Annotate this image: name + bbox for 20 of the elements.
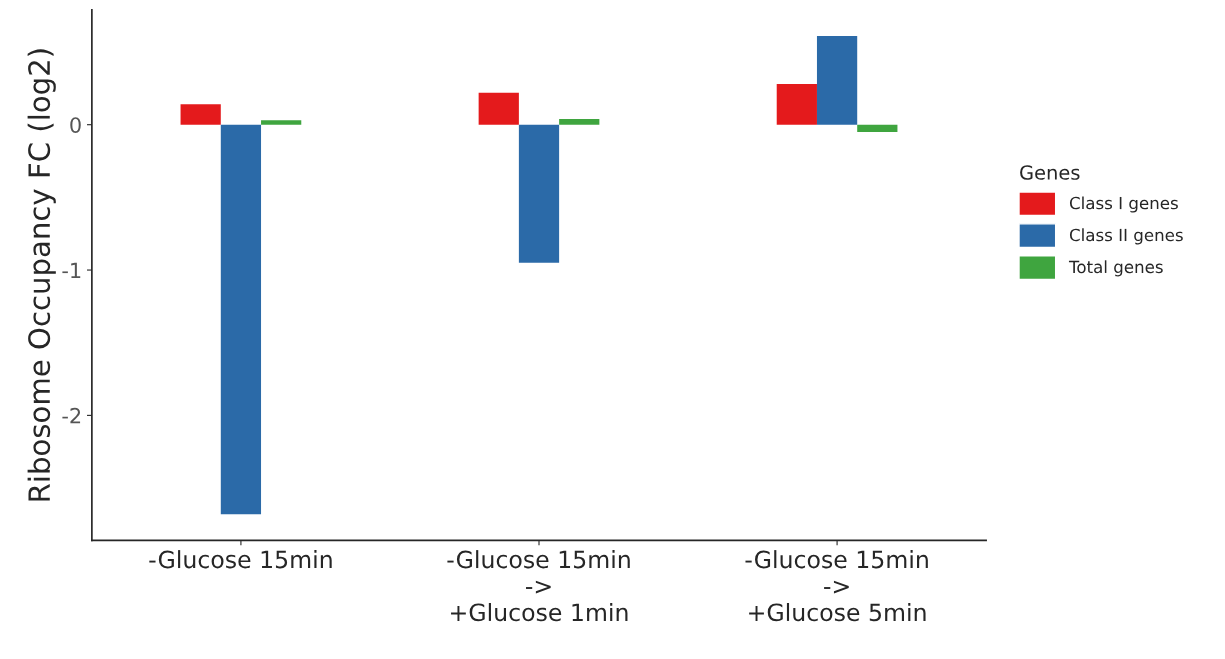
legend-title: Genes [1020,165,1080,180]
x-tick-label: -Glucose 15min [149,550,332,569]
y-tick-label: -2 [62,407,81,424]
bar [857,124,898,132]
bar [518,124,560,263]
y-tick-label: -1 [62,262,81,278]
legend-label: Total genes [1068,260,1163,277]
bar [261,120,302,125]
legend-label: Class II genes [1069,228,1183,245]
bar [816,36,858,125]
y-axis-title: Ribosome Occupancy FC (log2) [27,49,56,501]
y-tick-label: 0 [70,117,81,133]
bar [180,104,221,125]
bar [220,124,262,515]
x-tick-label: -Glucose 15min -> +Glucose 5min [745,550,928,622]
legend-label: Class I genes [1069,196,1178,213]
bar [559,118,600,125]
bar [776,84,817,125]
bar [478,92,519,125]
x-tick-label: -Glucose 15min -> +Glucose 1min [447,550,630,622]
